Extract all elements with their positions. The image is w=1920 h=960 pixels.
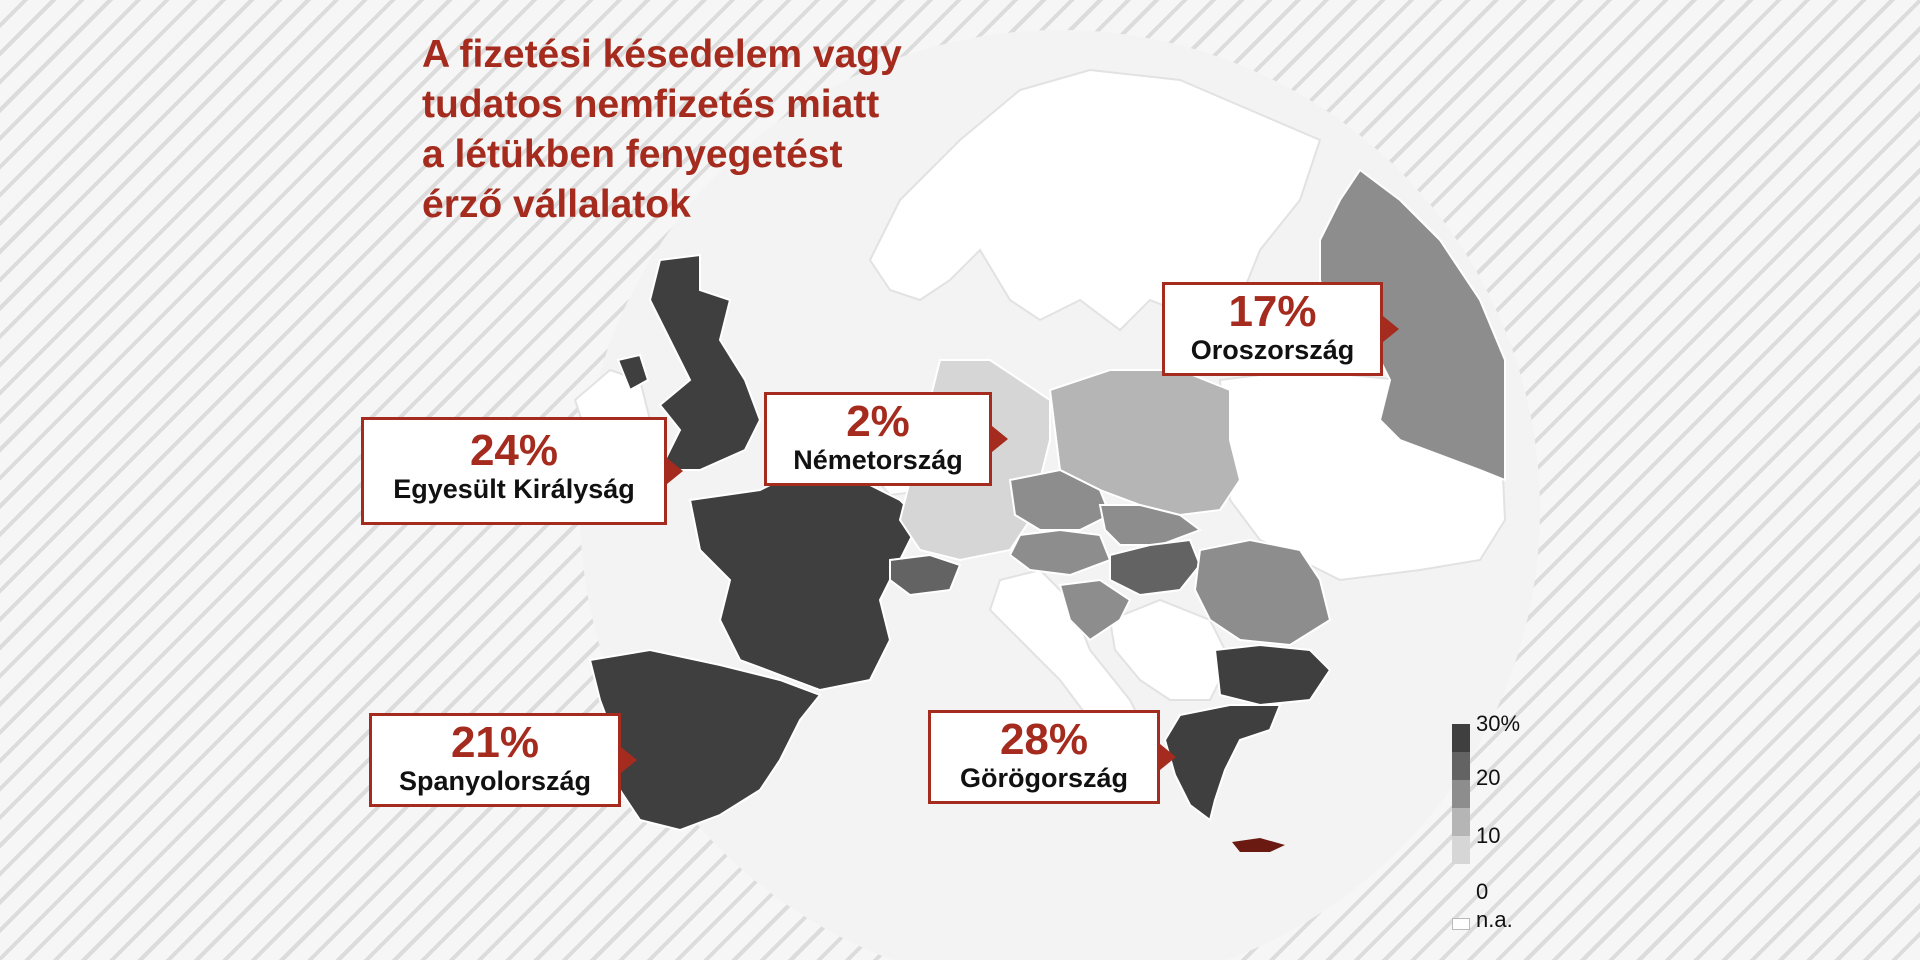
chart-title: A fizetési késedelem vagy tudatos nemfiz… [422, 30, 1022, 230]
legend-swatch-15 [1452, 780, 1470, 808]
title-line-2: tudatos nemfizetés miatt [422, 83, 880, 126]
callout-de: 2% Németország [764, 392, 1008, 486]
legend-swatch-30 [1452, 724, 1470, 752]
region-bulgaria [1213, 643, 1332, 707]
title-line-1: A fizetési késedelem vagy [422, 33, 902, 76]
callout-gr-value: 28% [999, 715, 1089, 764]
callout-es: 21% Spanyolország [369, 713, 637, 807]
callout-uk-pointer [667, 458, 683, 484]
callout-ru-label: Oroszország [1190, 335, 1355, 365]
region-switzerland [889, 553, 962, 597]
region-crete [1232, 838, 1285, 852]
legend-label-10: 10 [1476, 823, 1501, 848]
callout-de-pointer [992, 426, 1008, 452]
callout-de-value: 2% [846, 397, 910, 446]
region-croatia [1058, 578, 1132, 642]
legend-label-20: 20 [1476, 765, 1501, 790]
legend: 30% 20 10 0 n.a. [1452, 712, 1572, 940]
callout-ru-pointer [1383, 316, 1399, 342]
callout-de-label: Németország [793, 445, 963, 475]
title-line-3: a létükben fenyegetést [422, 133, 843, 176]
legend-swatch-na [1452, 918, 1470, 930]
region-russia [1319, 168, 1506, 482]
region-northern-ireland [616, 353, 650, 392]
callout-es-label: Spanyolország [398, 766, 592, 796]
legend-swatch-10 [1452, 808, 1470, 836]
region-uk [648, 253, 762, 471]
legend-swatch-20 [1452, 752, 1470, 780]
callout-gr-pointer [1160, 744, 1176, 770]
region-balkans [1108, 598, 1232, 701]
callout-ru: 17% Oroszország [1162, 282, 1399, 376]
callout-es-pointer [621, 747, 637, 773]
title-line-4: érző vállalatok [422, 183, 691, 226]
region-romania [1193, 538, 1332, 647]
callout-uk: 24% Egyesült Királyság [361, 417, 683, 525]
callout-ru-value: 17% [1228, 287, 1317, 336]
region-austria [1008, 528, 1112, 577]
callout-gr: 28% Görögország [928, 710, 1176, 804]
callout-es-value: 21% [450, 718, 540, 767]
region-hungary [1109, 538, 1202, 597]
legend-label-0: 0 [1476, 879, 1489, 904]
callout-gr-label: Görögország [959, 763, 1128, 793]
region-czechia [1008, 468, 1112, 531]
callout-uk-value: 24% [469, 426, 559, 475]
callout-uk-label: Egyesült Királyság [393, 474, 635, 504]
legend-label-30: 30% [1476, 711, 1521, 736]
legend-swatch-0 [1452, 836, 1470, 864]
region-slovakia [1098, 504, 1203, 546]
legend-label-na: n.a. [1476, 907, 1513, 932]
